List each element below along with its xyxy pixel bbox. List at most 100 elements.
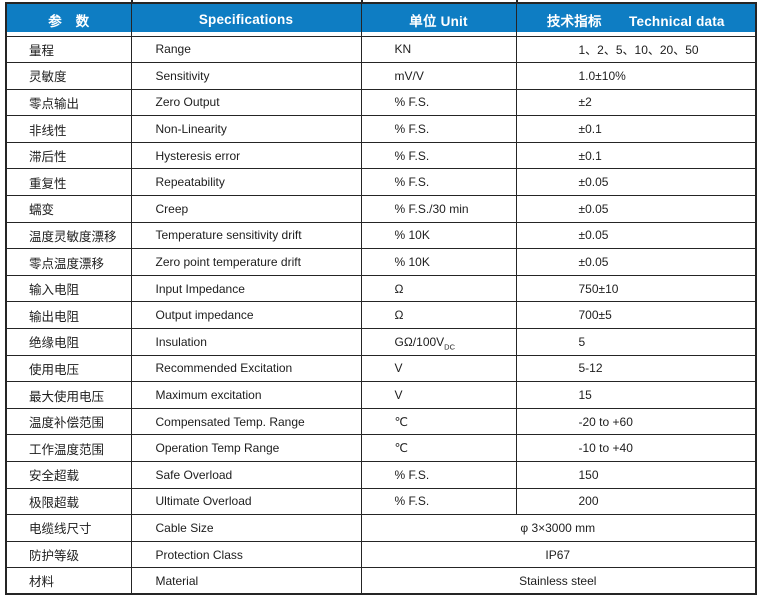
- merged-value-cell: IP67: [360, 540, 757, 569]
- merged-value-cell: φ 3×3000 mm: [360, 514, 757, 542]
- parameter-cell: 滞后性: [5, 141, 132, 170]
- table-row: 电缆线尺寸 Cable Size φ 3×3000 mm: [5, 514, 757, 542]
- unit-cell: Ω: [360, 301, 517, 330]
- technical-data-cell: ±0.1: [515, 115, 757, 143]
- technical-data-cell: -10 to +40: [515, 434, 757, 462]
- specification-cell: Recommended Excitation: [130, 354, 362, 383]
- column-header-specifications: Specifications: [130, 2, 362, 37]
- technical-data-cell: 750±10: [515, 274, 757, 303]
- technical-data-cell: 5-12: [515, 354, 757, 383]
- technical-data-cell: 700±5: [515, 301, 757, 330]
- specification-cell: Output impedance: [130, 301, 362, 330]
- unit-cell: ℃: [360, 407, 517, 436]
- parameter-cell: 零点输出: [5, 88, 132, 117]
- unit-cell: % F.S.: [360, 115, 517, 143]
- table-row: 零点输出 Zero Output% F.S. ±2: [5, 88, 757, 117]
- table-row: 温度灵敏度漂移 Temperature sensitivity drift% 10…: [5, 221, 757, 250]
- specification-cell: Material: [130, 567, 362, 595]
- unit-cell: % F.S.: [360, 168, 517, 197]
- table-row: 防护等级 Protection Class IP67: [5, 540, 757, 569]
- specification-cell: Protection Class: [130, 540, 362, 569]
- unit-cell: % 10K: [360, 221, 517, 250]
- column-header-unit: 单位 Unit: [360, 2, 517, 37]
- parameter-cell: 温度补偿范围: [5, 407, 132, 436]
- specification-cell: Creep: [130, 195, 362, 223]
- table-row: 温度补偿范围 Compensated Temp. Range ℃ -20 to +60: [5, 407, 757, 436]
- unit-cell: % F.S./30 min: [360, 195, 517, 223]
- unit-cell: V: [360, 354, 517, 383]
- parameter-cell: 温度灵敏度漂移: [5, 221, 132, 250]
- unit-cell: mV/V: [360, 62, 517, 90]
- unit-cell: ℃: [360, 434, 517, 462]
- technical-data-cell: ±2: [515, 88, 757, 117]
- parameter-cell: 蠕变: [5, 195, 132, 223]
- unit-cell: % F.S.: [360, 88, 517, 117]
- specification-cell: Repeatability: [130, 168, 362, 197]
- technical-data-cell: 15: [515, 381, 757, 409]
- merged-value-cell: Stainless steel: [360, 567, 757, 595]
- table-row: 灵敏度 Sensitivity mV/V 1.0±10%: [5, 62, 757, 90]
- parameter-cell: 使用电压: [5, 354, 132, 383]
- parameter-cell: 工作温度范围: [5, 434, 132, 462]
- specification-cell: Sensitivity: [130, 62, 362, 90]
- column-header-parameter: 参 数: [5, 2, 132, 37]
- parameter-cell: 输入电阻: [5, 274, 132, 303]
- table-row: 滞后性 Hysteresis error% F.S. ±0.1: [5, 141, 757, 170]
- specification-cell: Compensated Temp. Range: [130, 407, 362, 436]
- unit-subscript: DC: [444, 342, 456, 352]
- parameter-cell: 重复性: [5, 168, 132, 197]
- unit-cell: GΩ/100VDC: [360, 328, 517, 356]
- unit-cell: % F.S.: [360, 461, 517, 489]
- parameter-cell: 材料: [5, 567, 132, 595]
- unit-cell: % F.S.: [360, 141, 517, 170]
- parameter-cell: 极限超载: [5, 487, 132, 516]
- technical-data-cell: ±0.05: [515, 168, 757, 197]
- parameter-cell: 防护等级: [5, 540, 132, 569]
- table-row: 蠕变 Creep% F.S./30 min ±0.05: [5, 195, 757, 223]
- technical-data-cell: ±0.05: [515, 195, 757, 223]
- table-row: 非线性 Non-Linearity% F.S. ±0.1: [5, 115, 757, 143]
- specification-cell: Zero Output: [130, 88, 362, 117]
- table-row: 重复性 Repeatability% F.S. ±0.05: [5, 168, 757, 197]
- unit-cell: Ω: [360, 274, 517, 303]
- technical-data-cell: 150: [515, 461, 757, 489]
- table-body: 量程 Range KN 1、2、5、10、20、50 灵敏度 Sensitivity mV/…: [5, 35, 757, 595]
- specification-cell: Zero point temperature drift: [130, 248, 362, 276]
- table-row: 极限超载 Ultimate Overload% F.S. 200: [5, 487, 757, 516]
- table-row: 使用电压 Recommended Excitation V 5-12: [5, 354, 757, 383]
- column-header-technical-data: 技术指标 Technical data: [515, 2, 757, 37]
- parameter-cell: 非线性: [5, 115, 132, 143]
- header-row: 参 数 Specifications 单位 Unit 技术指标 Technica…: [5, 2, 757, 37]
- specifications-table: 参 数 Specifications 单位 Unit 技术指标 Technica…: [5, 2, 757, 596]
- table-row: 工作温度范围 Operation Temp Range ℃ -10 to +40: [5, 434, 757, 462]
- technical-data-cell: 1、2、5、10、20、50: [515, 35, 757, 64]
- technical-data-cell: 5: [515, 328, 757, 356]
- specification-cell: Non-Linearity: [130, 115, 362, 143]
- specification-cell: Hysteresis error: [130, 141, 362, 170]
- table-row: 输入电阻 Input Impedance Ω 750±10: [5, 274, 757, 303]
- parameter-cell: 电缆线尺寸: [5, 514, 132, 542]
- unit-cell: V: [360, 381, 517, 409]
- table-row: 最大使用电压 Maximum excitation V 15: [5, 381, 757, 409]
- specification-cell: Safe Overload: [130, 461, 362, 489]
- specification-cell: Ultimate Overload: [130, 487, 362, 516]
- specification-cell: Range: [130, 35, 362, 64]
- unit-cell: % F.S.: [360, 487, 517, 516]
- technical-data-cell: ±0.05: [515, 248, 757, 276]
- specification-cell: Input Impedance: [130, 274, 362, 303]
- parameter-cell: 安全超载: [5, 461, 132, 489]
- specification-cell: Operation Temp Range: [130, 434, 362, 462]
- specification-cell: Maximum excitation: [130, 381, 362, 409]
- technical-data-cell: 200: [515, 487, 757, 516]
- technical-data-cell: ±0.05: [515, 221, 757, 250]
- table-row: 零点温度漂移 Zero point temperature drift% 10K ±…: [5, 248, 757, 276]
- specification-cell: Insulation: [130, 328, 362, 356]
- table-row: 材料 Material Stainless steel: [5, 567, 757, 595]
- table-row: 输出电阻 Output impedance Ω 700±5: [5, 301, 757, 330]
- unit-cell: KN: [360, 35, 517, 64]
- specification-cell: Cable Size: [130, 514, 362, 542]
- table-row: 量程 Range KN 1、2、5、10、20、50: [5, 35, 757, 64]
- parameter-cell: 灵敏度: [5, 62, 132, 90]
- technical-data-cell: ±0.1: [515, 141, 757, 170]
